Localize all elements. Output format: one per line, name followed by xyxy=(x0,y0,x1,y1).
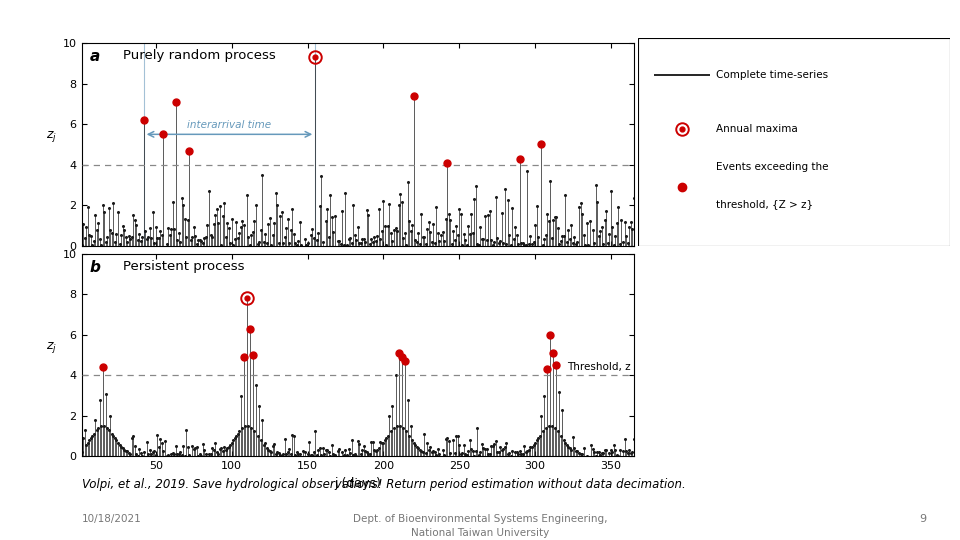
Text: threshold, {Z > z}: threshold, {Z > z} xyxy=(716,199,813,209)
Text: Purely random process: Purely random process xyxy=(123,49,276,62)
Text: b: b xyxy=(90,260,101,275)
Text: Annual maxima: Annual maxima xyxy=(716,124,798,134)
Text: Volpi, et al., 2019. Save hydrological observations! Return period estimation wi: Volpi, et al., 2019. Save hydrological o… xyxy=(82,478,685,491)
Text: 10/18/2021: 10/18/2021 xyxy=(82,514,141,524)
Y-axis label: $z_j$: $z_j$ xyxy=(46,130,58,144)
Text: Events exceeding the: Events exceeding the xyxy=(716,161,828,172)
X-axis label: j (days): j (days) xyxy=(334,477,381,490)
Y-axis label: $z_j$: $z_j$ xyxy=(46,340,58,355)
Text: 9: 9 xyxy=(920,514,926,524)
Text: National Taiwan University: National Taiwan University xyxy=(411,528,549,538)
Text: interarrival time: interarrival time xyxy=(187,120,272,130)
Text: Dept. of Bioenvironmental Systems Engineering,: Dept. of Bioenvironmental Systems Engine… xyxy=(352,514,608,524)
Text: a: a xyxy=(90,49,100,64)
Text: Threshold, z: Threshold, z xyxy=(567,362,631,372)
Text: Persistent process: Persistent process xyxy=(123,260,245,273)
Text: Complete time-series: Complete time-series xyxy=(716,70,828,80)
FancyBboxPatch shape xyxy=(638,38,950,246)
